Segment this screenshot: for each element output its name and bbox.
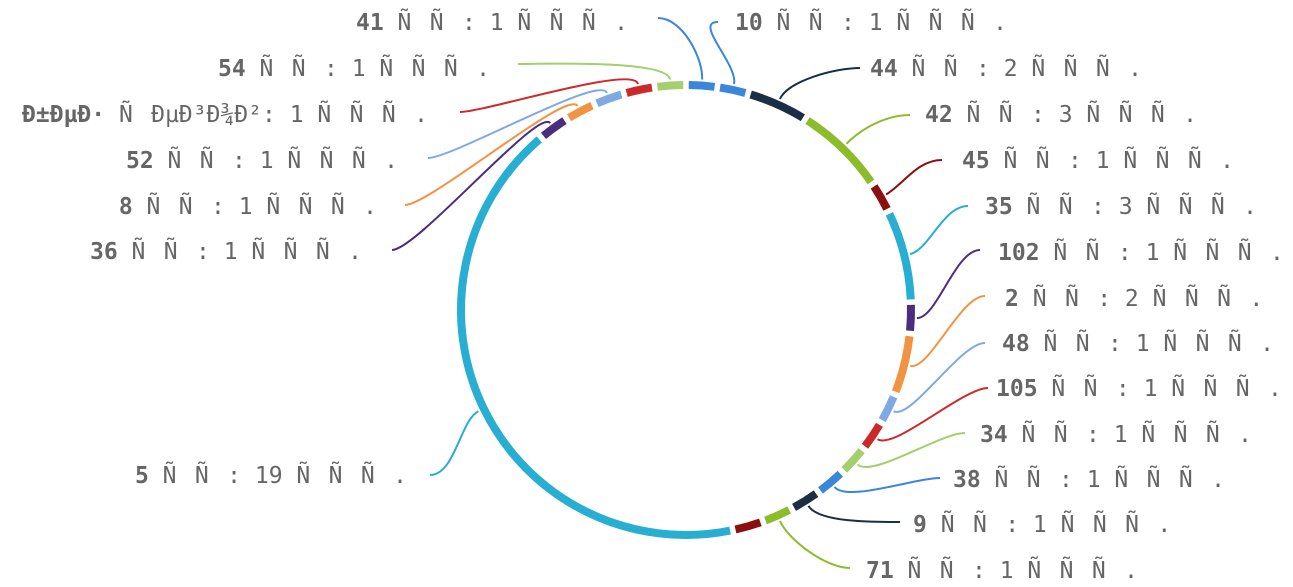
slice-arc [818,470,844,494]
slice-label: 54 ÑÑ: 1 ÑÑÑ. [218,54,490,82]
slice-label: 10 ÑÑ: 1 ÑÑÑ. [735,8,1007,36]
leader-line [909,295,986,367]
slice-arc [749,90,805,122]
slice-arcs [457,81,915,539]
leader-line [885,159,943,196]
slice-arc [861,422,883,449]
leader-line [916,249,981,320]
leader-line [391,120,552,251]
slice-label: 38 ÑÑ: 1 ÑÑÑ. [953,465,1225,493]
leader-line [779,67,861,100]
slice-label: 102 ÑÑ: 1 ÑÑÑ. [998,238,1284,266]
slice-labels: 10 ÑÑ: 1 ÑÑÑ. 44 ÑÑ: 2 ÑÑÑ. 42 Ñ… [22,8,1284,584]
slice-arc [567,101,594,122]
slice-arc [457,136,731,539]
slice-arc [878,395,898,423]
slice-arc [870,184,891,211]
slice-arc [885,212,915,300]
slice-label: Ð±ÐµÐ· ÑÐµÐ³Ð¾Ð²: 1 ÑÑÑ. [22,100,428,128]
slice-label: 35 ÑÑ: 3 ÑÑÑ. [985,192,1257,220]
leader-line [517,62,671,80]
slice-label: 42 ÑÑ: 3 ÑÑÑ. [925,100,1197,128]
leader-line [833,477,941,493]
slice-arc [540,117,567,140]
slice-label: 9 ÑÑ: 1 ÑÑÑ. [913,510,1171,538]
slice-label: 48 ÑÑ: 1 ÑÑÑ. [1002,329,1274,357]
slice-label: 5 ÑÑ: 19 ÑÑÑ. [135,461,407,489]
slice-arc [625,83,653,97]
leader-line [876,387,989,442]
leader-line [459,78,639,113]
leader-line [404,103,579,206]
slice-arc [841,448,865,473]
slice-label: 45 ÑÑ: 1 ÑÑÑ. [962,146,1234,174]
leader-line [909,205,969,256]
slice-arc [792,490,819,511]
slice-label: 8 ÑÑ: 1 ÑÑÑ. [119,192,377,220]
leader-line [427,89,608,159]
slice-arc [595,90,623,108]
slice-label: 52 ÑÑ: 1 ÑÑÑ. [126,146,398,174]
leader-line [856,432,966,468]
leader-line [429,410,479,476]
slice-arc [719,83,747,97]
slice-label: 44 ÑÑ: 2 ÑÑÑ. [870,54,1142,82]
slice-arc [764,506,792,525]
leader-line [807,505,901,524]
slice-arc [688,81,716,91]
leader-line [657,17,704,80]
slice-arc [805,117,875,185]
slice-label: 105 ÑÑ: 1 ÑÑÑ. [996,374,1282,402]
slice-label: 34 ÑÑ: 1 ÑÑÑ. [980,420,1252,448]
slice-label: 2 ÑÑ: 2 ÑÑÑ. [1005,284,1263,312]
slice-label: 41 ÑÑ: 1 ÑÑÑ. [356,8,628,36]
slice-label: 36 ÑÑ: 1 ÑÑÑ. [90,237,362,265]
leader-line [779,520,851,569]
leader-lines [391,17,989,569]
slice-arc [906,304,915,332]
slice-arc [656,81,684,91]
slice-arc [891,335,914,394]
leader-line [845,114,911,145]
leader-line [709,21,736,85]
slice-label: 71 ÑÑ: 1 ÑÑÑ. [866,556,1138,584]
slice-arc [734,518,762,534]
leader-line [893,342,986,413]
